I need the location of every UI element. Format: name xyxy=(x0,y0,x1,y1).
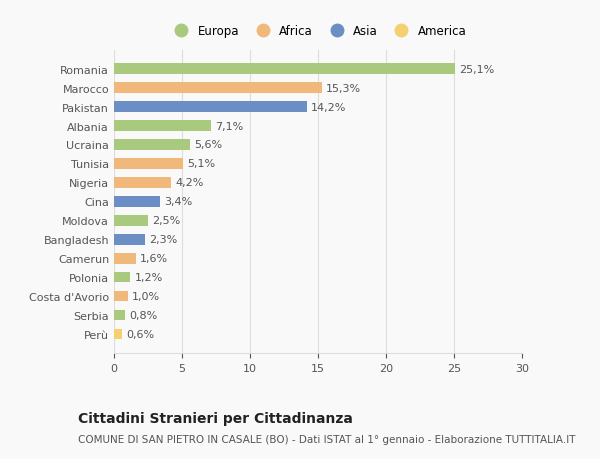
Text: 5,1%: 5,1% xyxy=(187,159,215,169)
Bar xyxy=(114,64,455,75)
Bar xyxy=(114,273,130,283)
Text: 25,1%: 25,1% xyxy=(460,64,494,74)
Bar xyxy=(114,253,136,264)
Bar xyxy=(114,235,145,245)
Text: 1,6%: 1,6% xyxy=(140,254,168,264)
Bar xyxy=(114,140,190,151)
Legend: Europa, Africa, Asia, America: Europa, Africa, Asia, America xyxy=(164,20,472,42)
Bar xyxy=(114,291,128,302)
Text: 2,3%: 2,3% xyxy=(149,235,178,245)
Text: Cittadini Stranieri per Cittadinanza: Cittadini Stranieri per Cittadinanza xyxy=(78,411,353,425)
Text: 5,6%: 5,6% xyxy=(194,140,223,150)
Text: 7,1%: 7,1% xyxy=(215,121,243,131)
Bar xyxy=(114,159,184,169)
Bar xyxy=(114,329,122,340)
Text: 1,2%: 1,2% xyxy=(134,273,163,283)
Text: 1,0%: 1,0% xyxy=(131,291,160,302)
Bar xyxy=(114,178,171,188)
Bar xyxy=(114,102,307,112)
Text: 2,5%: 2,5% xyxy=(152,216,181,226)
Bar xyxy=(114,216,148,226)
Bar xyxy=(114,310,125,321)
Bar xyxy=(114,83,322,94)
Text: 0,8%: 0,8% xyxy=(129,311,157,320)
Bar xyxy=(114,121,211,131)
Text: 4,2%: 4,2% xyxy=(175,178,203,188)
Bar xyxy=(114,197,160,207)
Text: 15,3%: 15,3% xyxy=(326,84,361,93)
Text: 14,2%: 14,2% xyxy=(311,102,347,112)
Text: 3,4%: 3,4% xyxy=(164,197,193,207)
Text: 0,6%: 0,6% xyxy=(126,330,154,340)
Text: COMUNE DI SAN PIETRO IN CASALE (BO) - Dati ISTAT al 1° gennaio - Elaborazione TU: COMUNE DI SAN PIETRO IN CASALE (BO) - Da… xyxy=(78,434,575,444)
